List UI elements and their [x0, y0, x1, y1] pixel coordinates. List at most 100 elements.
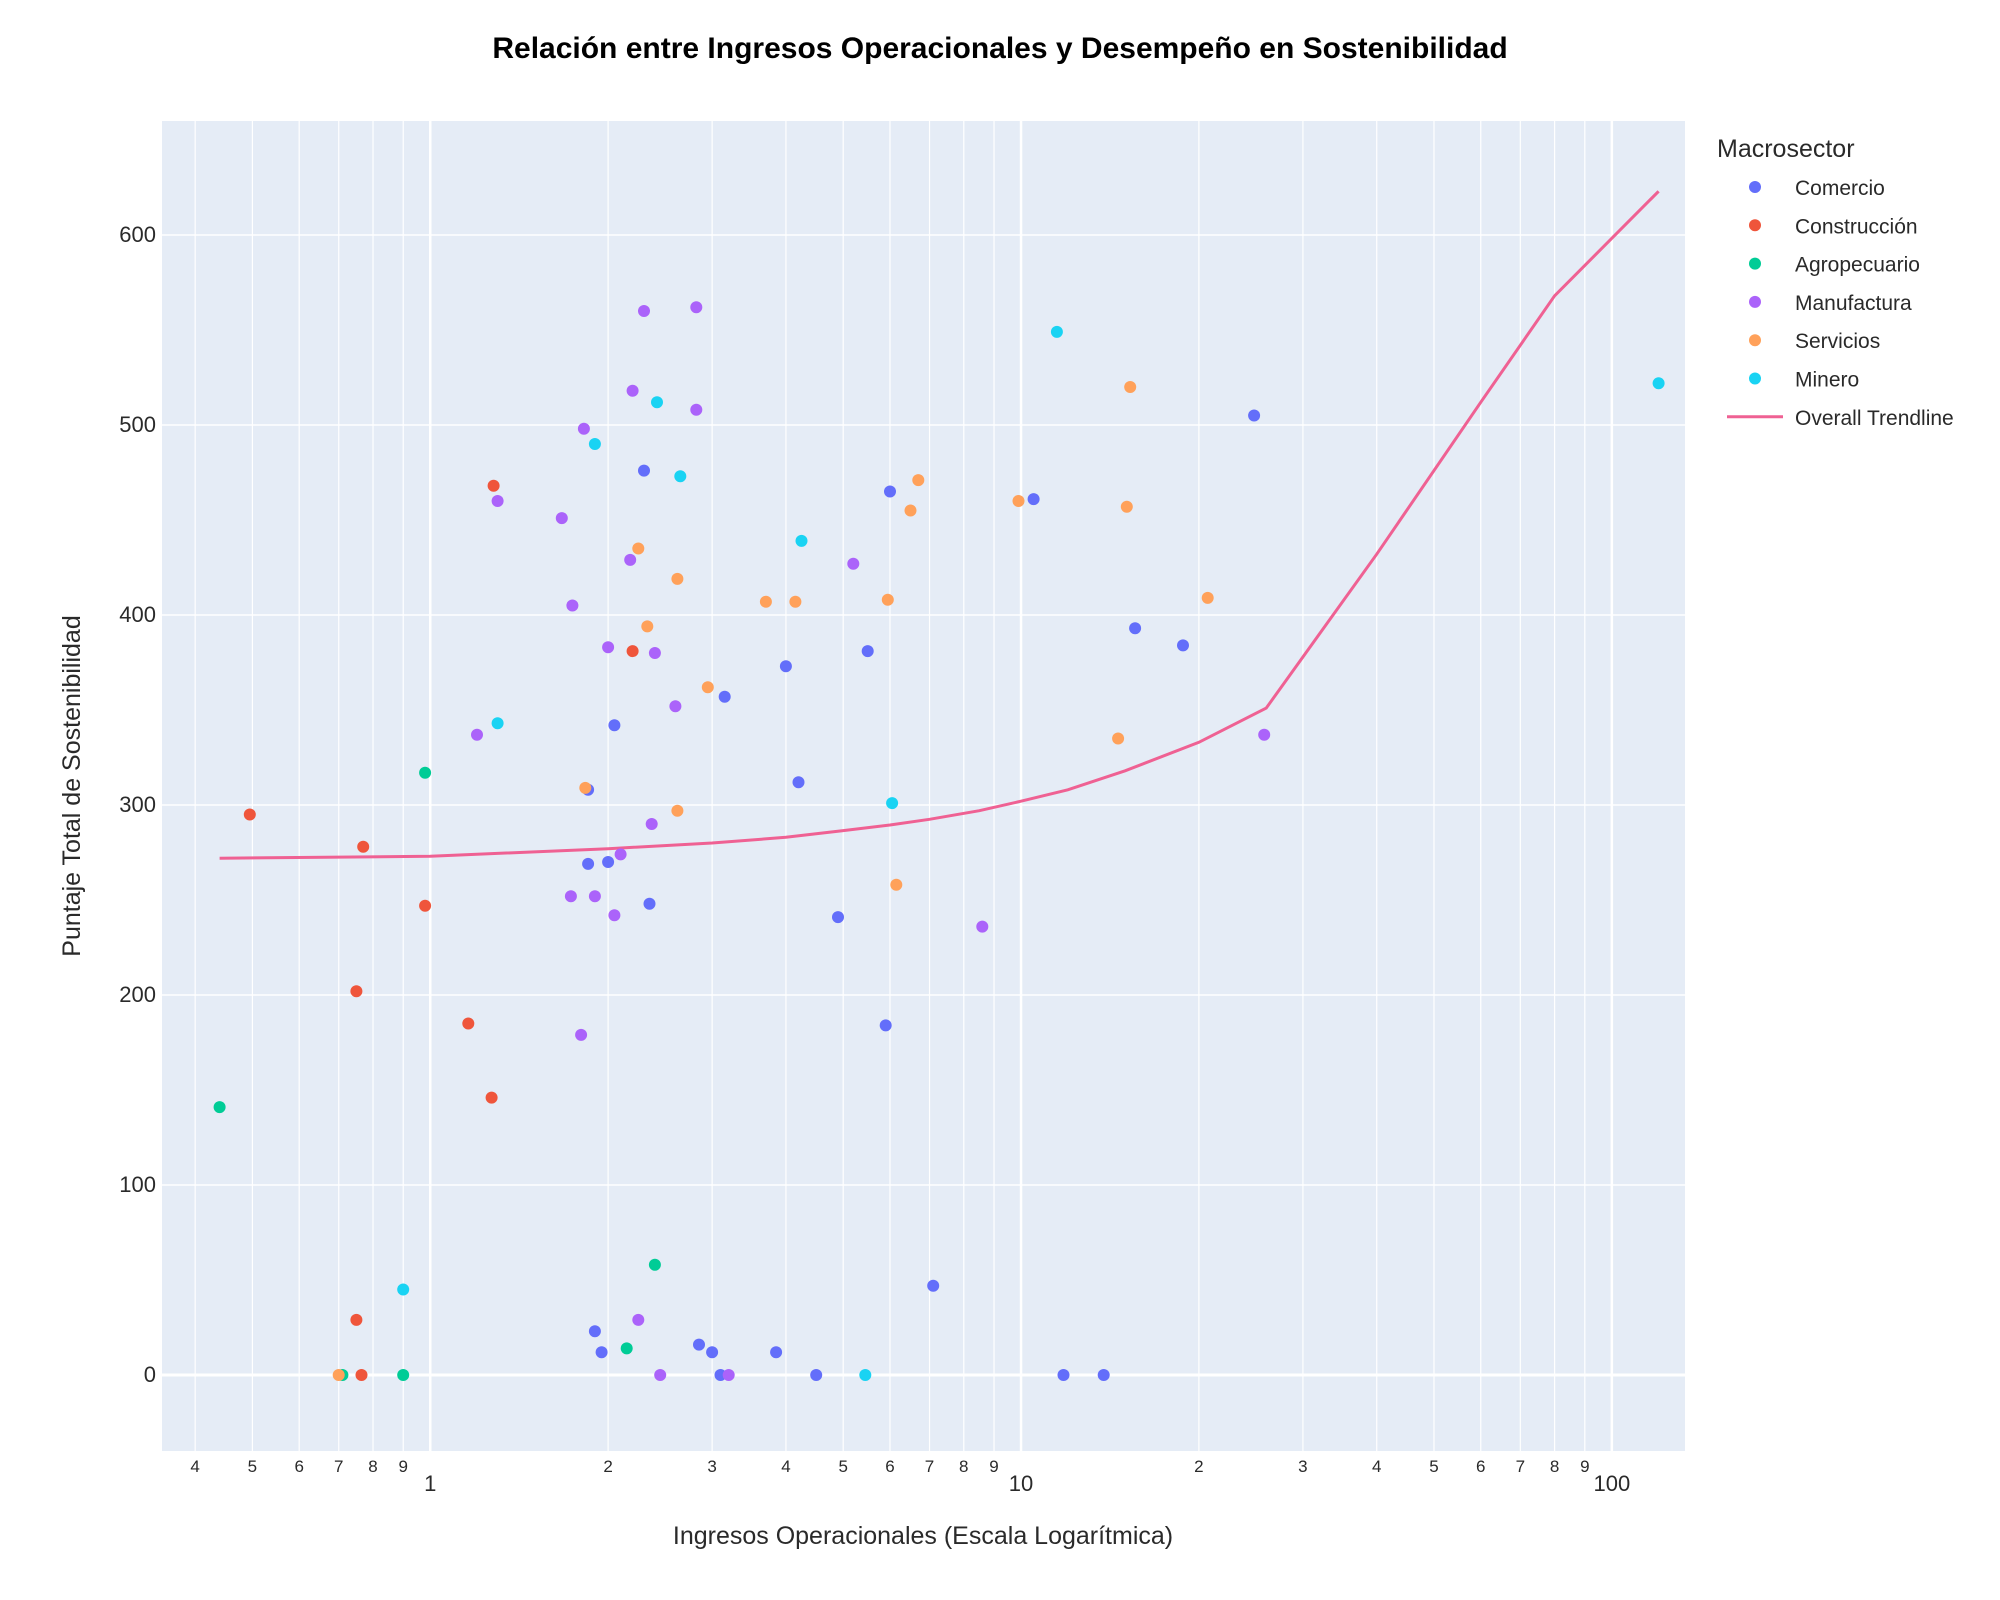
data-point-manufactura [638, 305, 650, 317]
x-minor-tick-label: 6 [294, 1457, 303, 1476]
data-point-servicios [579, 781, 592, 794]
data-point-comercio [879, 1019, 892, 1032]
data-point-comercio [638, 464, 650, 477]
data-point-comercio [1129, 622, 1142, 635]
legend-marker-minero [1749, 372, 1761, 385]
data-point-manufactura [976, 920, 989, 933]
x-minor-tick-label: 7 [334, 1457, 343, 1476]
data-point-construccion [462, 1017, 475, 1030]
data-point-comercio [861, 645, 874, 658]
data-point-servicios [641, 620, 654, 633]
data-points-layer [213, 301, 1665, 1381]
data-point-manufactura [491, 495, 504, 507]
data-point-construccion [355, 1369, 368, 1381]
x-minor-tick-label: 7 [925, 1457, 934, 1476]
legend-marker-agropecuario [1749, 257, 1761, 270]
data-point-manufactura [632, 1313, 645, 1326]
legend-label-servicios: Servicios [1795, 330, 1880, 353]
data-point-comercio [1097, 1369, 1110, 1381]
x-major-tick-label: 10 [1009, 1471, 1033, 1496]
data-point-minero [1652, 377, 1665, 390]
data-point-manufactura [722, 1369, 735, 1381]
data-point-construccion [487, 479, 500, 492]
x-minor-tick-label: 9 [989, 1457, 998, 1476]
data-point-construccion [350, 985, 363, 998]
legend-items: Comercio Construcción Agropecuario Manufact… [1727, 177, 1954, 430]
x-major-tick-label: 100 [1593, 1471, 1630, 1496]
data-point-manufactura [577, 422, 590, 435]
y-tick-label: 500 [119, 412, 156, 437]
legend-label-construccion: Construcción [1795, 215, 1918, 238]
y-tick-label: 300 [119, 792, 156, 817]
data-point-manufactura [624, 553, 637, 566]
legend-label-minero: Minero [1795, 369, 1859, 392]
data-point-manufactura [847, 557, 860, 570]
data-point-construccion [350, 1313, 363, 1326]
y-tick-label: 400 [119, 602, 156, 627]
data-point-minero [795, 534, 808, 547]
legend-marker-comercio [1749, 181, 1761, 193]
x-major-tick-label: 1 [424, 1471, 436, 1496]
y-tick-label: 0 [144, 1362, 156, 1387]
chart-title: Relación entre Ingresos Operacionales y … [492, 32, 1507, 65]
legend-marker-construccion [1749, 219, 1761, 232]
data-point-minero [886, 797, 899, 810]
plot-area [162, 121, 1685, 1451]
legend-label-trendline: Overall Trendline [1795, 407, 1954, 430]
x-minor-tick-label: 4 [781, 1457, 790, 1476]
y-tick-label: 600 [119, 222, 156, 247]
legend-label-comercio: Comercio [1795, 177, 1885, 200]
data-point-servicios [701, 681, 714, 694]
data-point-manufactura [555, 512, 568, 525]
grid-lines [162, 121, 1685, 1451]
y-axis-title: Puntaje Total de Sostenibilidad [58, 615, 86, 956]
data-point-comercio [1057, 1369, 1070, 1381]
data-point-manufactura [588, 890, 601, 903]
x-minor-tick-label: 5 [838, 1457, 847, 1476]
data-point-servicios [1112, 732, 1125, 745]
data-point-comercio [927, 1279, 940, 1292]
y-axis-ticks: 0 100 200 300 400 500 600 [119, 222, 156, 1387]
x-minor-tick-label: 8 [959, 1457, 968, 1476]
data-point-comercio [595, 1346, 608, 1359]
x-minor-tick-label: 5 [248, 1457, 257, 1476]
legend-marker-servicios [1749, 334, 1761, 347]
data-point-manufactura [654, 1369, 667, 1381]
data-point-minero [1050, 325, 1063, 338]
data-point-minero [651, 396, 663, 409]
data-point-manufactura [690, 403, 703, 416]
x-axis-ticks: 4 5 6 7 8 9 2 3 4 5 6 7 8 9 2 3 4 5 6 7 8 91 10 100 [190, 1457, 1630, 1496]
data-point-comercio [1248, 409, 1261, 422]
data-point-manufactura [645, 818, 658, 830]
data-point-comercio [714, 1369, 727, 1381]
data-point-servicios [904, 504, 917, 517]
data-point-agropecuario [419, 766, 432, 779]
data-point-comercio [810, 1369, 823, 1381]
data-point-servicios [789, 595, 802, 608]
x-minor-tick-label: 4 [1372, 1457, 1381, 1476]
data-point-manufactura [471, 728, 483, 741]
data-point-manufactura [1258, 728, 1271, 741]
legend-title: Macrosector [1717, 135, 1855, 163]
data-point-agropecuario [397, 1369, 410, 1381]
x-minor-tick-label: 9 [398, 1457, 407, 1476]
y-tick-label: 200 [119, 982, 156, 1007]
data-point-manufactura [626, 384, 639, 397]
x-minor-tick-label: 9 [1580, 1457, 1589, 1476]
data-point-servicios [1124, 381, 1137, 393]
data-point-manufactura [602, 641, 615, 654]
data-point-servicios [671, 804, 684, 817]
data-point-construccion [485, 1091, 498, 1104]
data-point-manufactura [669, 700, 682, 713]
data-point-servicios [759, 595, 772, 608]
data-point-comercio [832, 911, 844, 924]
data-point-minero [397, 1283, 410, 1296]
x-axis-title: Ingresos Operacionales (Escala Logarítmi… [673, 1522, 1173, 1550]
data-point-comercio [884, 485, 896, 498]
data-point-construccion [419, 899, 432, 912]
data-point-comercio [693, 1338, 705, 1351]
data-point-minero [859, 1369, 872, 1381]
legend-label-manufactura: Manufactura [1795, 292, 1912, 315]
